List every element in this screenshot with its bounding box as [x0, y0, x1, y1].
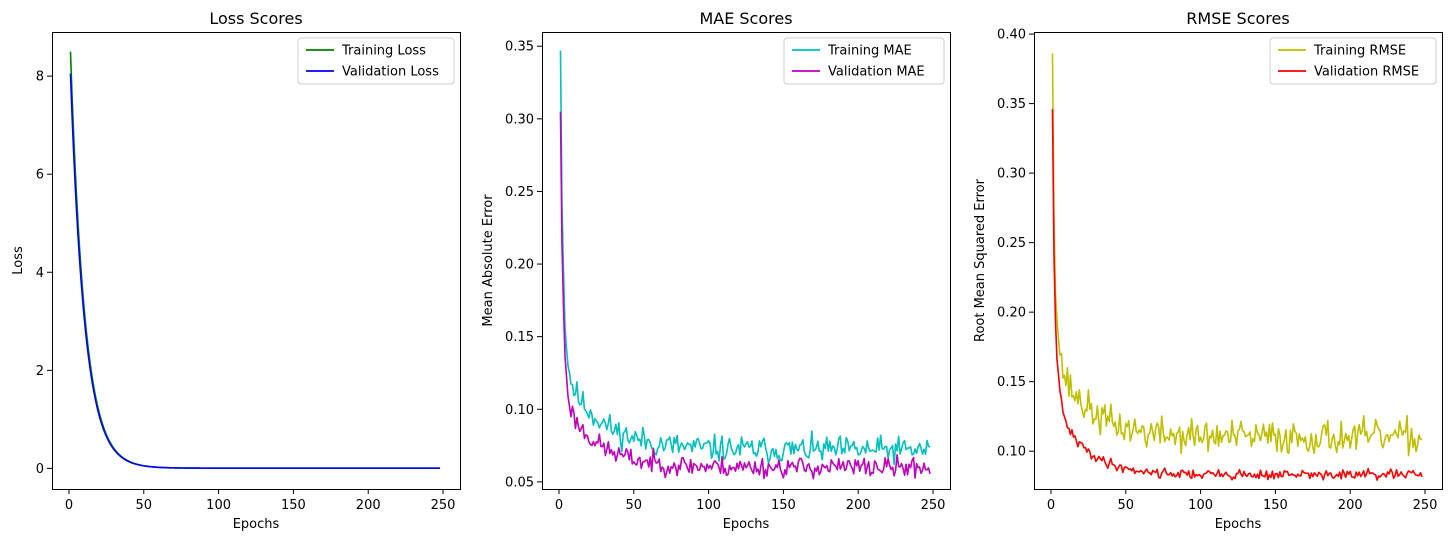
y-axis-label: Root Mean Squared Error	[973, 178, 988, 342]
y-tick-label: 0.30	[997, 167, 1026, 182]
y-axis-label: Loss	[11, 246, 26, 275]
x-tick-label: 0	[555, 498, 563, 513]
legend-box	[783, 37, 945, 85]
legend: Training RMSE Validation RMSE	[1269, 37, 1437, 85]
y-tick-label: 0.25	[997, 236, 1026, 251]
y-tick-label: 0.10	[505, 403, 534, 418]
y-tick-label: 0.35	[505, 40, 534, 55]
y-tick-label: 0.25	[505, 185, 534, 200]
y-axis-label: Mean Absolute Error	[481, 194, 496, 327]
legend-label: Training RMSE	[1313, 44, 1406, 59]
x-tick-label: 200	[1338, 498, 1363, 513]
series-line-1	[1051, 53, 1423, 457]
x-tick-label: 250	[921, 498, 946, 513]
x-tick-label: 0	[65, 498, 73, 513]
plot-frame	[52, 32, 461, 490]
y-tick-label: 0.05	[505, 475, 534, 490]
series-line-1	[69, 51, 441, 469]
x-tick-label: 250	[431, 498, 456, 513]
legend-box	[297, 37, 455, 85]
x-tick-label: 150	[1263, 498, 1288, 513]
chart-panel-2: 0 50 100 150 200 250 0.05 0.10 0.15 0.20 0.25 0.30 0…	[481, 9, 951, 532]
chart-title: MAE Scores	[699, 9, 792, 28]
y-tick-label: 0.15	[997, 375, 1026, 390]
chart-title: Loss Scores	[209, 9, 302, 28]
series-line-2	[559, 111, 931, 480]
series-line-2	[1051, 109, 1423, 481]
x-tick-label: 250	[1413, 498, 1438, 513]
legend-label: Training MAE	[827, 44, 912, 59]
y-tick-label: 0.20	[997, 306, 1026, 321]
series-line-2	[69, 73, 441, 469]
y-tick-label: 0.15	[505, 330, 534, 345]
y-tick-label: 0.40	[997, 28, 1026, 43]
x-axis-label: Epochs	[1215, 517, 1262, 532]
y-tick-label: 0.30	[505, 112, 534, 127]
legend-label: Validation Loss	[342, 65, 439, 80]
x-tick-label: 100	[1188, 498, 1213, 513]
y-tick-label: 8	[36, 70, 44, 85]
x-axis-label: Epochs	[233, 517, 280, 532]
legend-box	[1269, 37, 1437, 85]
plot-frame	[1034, 32, 1443, 490]
chart-title: RMSE Scores	[1186, 9, 1289, 28]
x-tick-label: 0	[1047, 498, 1055, 513]
x-tick-label: 200	[356, 498, 381, 513]
x-axis-label: Epochs	[723, 517, 770, 532]
x-tick-label: 50	[1118, 498, 1135, 513]
chart-panel-1: 0 50 100 150 200 250 0 2 4 6 8 Loss Scores Epochs Los…	[11, 9, 461, 532]
y-tick-label: 0.20	[505, 258, 534, 273]
legend: Training MAE Validation MAE	[783, 37, 945, 85]
legend-label: Training Loss	[341, 44, 426, 59]
legend-label: Validation RMSE	[1314, 65, 1419, 80]
plot-frame	[542, 32, 951, 490]
y-tick-label: 4	[36, 266, 44, 281]
x-tick-label: 50	[136, 498, 153, 513]
x-tick-label: 100	[206, 498, 231, 513]
x-tick-label: 100	[696, 498, 721, 513]
x-tick-label: 150	[771, 498, 796, 513]
series-line-1	[559, 50, 931, 466]
y-tick-label: 0	[36, 462, 44, 477]
y-tick-label: 2	[36, 364, 44, 379]
y-tick-label: 0.35	[997, 97, 1026, 112]
x-tick-label: 50	[626, 498, 643, 513]
y-tick-label: 6	[36, 168, 44, 183]
x-tick-label: 200	[846, 498, 871, 513]
legend: Training Loss Validation Loss	[297, 37, 455, 85]
chart-panel-3: 0 50 100 150 200 250 0.10 0.15 0.20 0.25 0.30 0.35 0…	[973, 9, 1443, 532]
legend-label: Validation MAE	[828, 65, 925, 80]
y-tick-label: 0.10	[997, 445, 1026, 460]
x-tick-label: 150	[281, 498, 306, 513]
